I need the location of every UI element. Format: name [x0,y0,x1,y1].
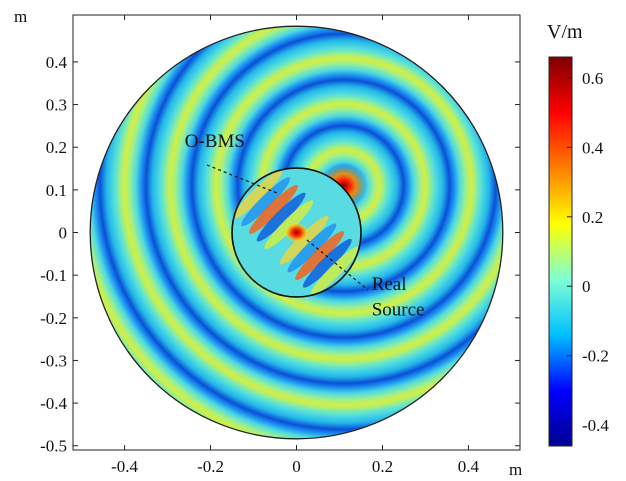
interference-stripe [233,169,283,219]
y-tick-label: -0.4 [40,394,67,413]
interference-stripe [302,238,352,288]
y-tick-label: 0.3 [46,96,67,115]
y-tick-label: 0.1 [46,181,67,200]
y-tick-label: -0.3 [40,351,67,370]
x-tick-label: 0.4 [458,457,480,476]
y-tick-label: -0.1 [40,266,67,285]
y-tick-label: 0.2 [46,138,67,157]
colorbar-tick-label: 0.4 [582,138,604,157]
colorbar: V/m 0.6 0.4 0.2 0 -0.2 -0.4 [547,21,609,447]
obms-interference-pattern [233,169,360,296]
obms-circle [231,167,362,298]
y-tick-label: -0.2 [40,309,67,328]
colorbar-tick-label: 0 [582,277,591,296]
interference-stripe [310,246,360,296]
annotation-label: Real [372,274,407,295]
colorbar-title: V/m [547,21,583,43]
y-tick-label: 0.4 [46,53,68,72]
colorbar-gradient [548,56,573,447]
interference-stripe [279,215,329,265]
x-axis-unit: m [509,460,522,479]
field-domain-border [89,25,504,440]
y-axis-ticks: 0.4 0.3 0.2 0.1 0 -0.1 -0.2 -0.3 -0.4 -0.5 [40,53,520,456]
annotations: O-BMS Real Source [185,131,425,320]
colorbar-ticks: 0.6 0.4 0.2 0 -0.2 -0.4 [567,69,609,435]
x-tick-label: 0 [292,457,301,476]
interference-stripe [287,223,337,273]
obms-region [231,167,362,298]
x-axis-ticks: -0.4 -0.2 0 0.2 0.4 [111,15,480,476]
hotspot-inner [284,222,309,243]
y-axis-unit: m [14,7,27,26]
interference-stripe [264,200,314,250]
annotation-label: O-BMS [185,131,245,152]
colorbar-tick-label: 0.2 [582,208,603,227]
x-tick-label: 0.2 [372,457,393,476]
interference-stripe [295,231,345,281]
interference-stripe [248,184,298,234]
annotation-label: Source [372,300,425,321]
obms-leader-line [206,164,278,194]
x-tick-label: -0.2 [197,457,224,476]
source-leader-line [306,239,369,291]
y-tick-label: -0.5 [40,437,67,456]
colorbar-tick-label: -0.2 [582,347,609,366]
colorbar-tick-label: -0.4 [582,416,609,435]
colorbar-tick-label: 0.6 [582,69,603,88]
interference-stripe [256,192,306,242]
x-tick-label: -0.4 [111,457,138,476]
y-tick-label: 0 [59,224,68,243]
interference-stripe [241,177,291,227]
